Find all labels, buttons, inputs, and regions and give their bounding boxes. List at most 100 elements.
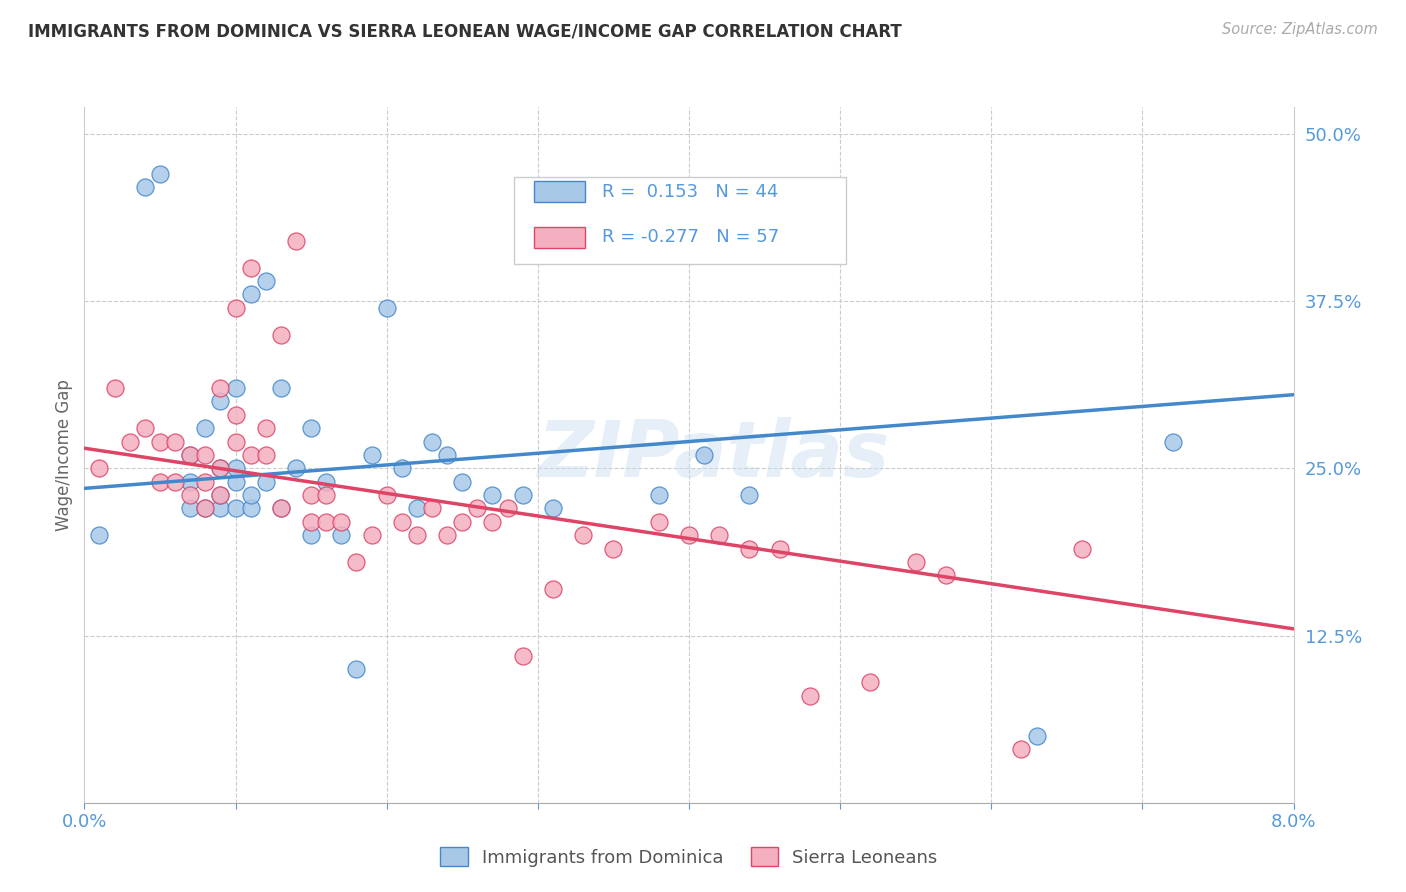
Point — [391, 461, 413, 475]
Point — [1071, 541, 1094, 556]
Point — [512, 488, 534, 502]
Point — [149, 167, 172, 181]
Point — [149, 475, 172, 489]
Point — [194, 475, 217, 489]
Point — [225, 408, 247, 422]
Point — [436, 448, 458, 462]
Point — [165, 475, 187, 489]
Point — [512, 648, 534, 663]
Point — [179, 488, 201, 502]
Point — [270, 381, 292, 395]
Point — [254, 421, 277, 435]
Point — [602, 541, 624, 556]
Point — [330, 515, 353, 529]
Point — [436, 528, 458, 542]
Point — [678, 528, 700, 542]
Point — [209, 501, 232, 516]
Point — [799, 689, 821, 703]
Point — [360, 528, 382, 542]
Point — [360, 448, 382, 462]
Point — [1011, 742, 1033, 756]
Point — [315, 475, 337, 489]
Point — [375, 301, 398, 315]
Point — [859, 675, 882, 690]
Point — [481, 515, 503, 529]
Legend: Immigrants from Dominica, Sierra Leoneans: Immigrants from Dominica, Sierra Leonean… — [433, 840, 945, 874]
Point — [225, 434, 247, 449]
Point — [134, 180, 156, 194]
Point — [299, 528, 322, 542]
Point — [299, 421, 322, 435]
Point — [693, 448, 716, 462]
Point — [270, 327, 292, 342]
Point — [375, 488, 398, 502]
Point — [225, 475, 247, 489]
Point — [406, 501, 429, 516]
Point — [709, 528, 731, 542]
Point — [89, 461, 111, 475]
Point — [254, 448, 277, 462]
Text: IMMIGRANTS FROM DOMINICA VS SIERRA LEONEAN WAGE/INCOME GAP CORRELATION CHART: IMMIGRANTS FROM DOMINICA VS SIERRA LEONE… — [28, 22, 901, 40]
Point — [270, 501, 292, 516]
Point — [451, 515, 474, 529]
Point — [648, 488, 671, 502]
Point — [239, 488, 262, 502]
Point — [346, 662, 368, 676]
Point — [239, 287, 262, 301]
Point — [420, 434, 443, 449]
Point — [225, 501, 247, 516]
Point — [270, 501, 292, 516]
FancyBboxPatch shape — [534, 181, 585, 202]
Point — [299, 488, 322, 502]
Point — [134, 421, 156, 435]
Point — [179, 501, 201, 516]
Point — [1025, 729, 1047, 743]
Point — [935, 568, 957, 582]
Text: R =  0.153   N = 44: R = 0.153 N = 44 — [602, 183, 779, 201]
Point — [648, 515, 671, 529]
Point — [194, 501, 217, 516]
Point — [209, 394, 232, 409]
Point — [179, 448, 201, 462]
Point — [254, 274, 277, 288]
Point — [541, 501, 564, 516]
FancyBboxPatch shape — [534, 227, 585, 248]
Point — [451, 475, 474, 489]
Point — [420, 501, 443, 516]
Point — [149, 434, 172, 449]
Point — [285, 461, 308, 475]
Text: R = -0.277   N = 57: R = -0.277 N = 57 — [602, 228, 779, 246]
Point — [194, 501, 217, 516]
Text: Source: ZipAtlas.com: Source: ZipAtlas.com — [1222, 22, 1378, 37]
Point — [118, 434, 141, 449]
Point — [225, 381, 247, 395]
Point — [254, 475, 277, 489]
Point — [541, 582, 564, 596]
Point — [209, 461, 232, 475]
Point — [572, 528, 595, 542]
Point — [225, 301, 247, 315]
FancyBboxPatch shape — [513, 177, 846, 263]
Point — [391, 515, 413, 529]
Point — [179, 448, 201, 462]
Point — [209, 488, 232, 502]
Point — [738, 488, 761, 502]
Point — [89, 528, 111, 542]
Point — [225, 461, 247, 475]
Point — [209, 488, 232, 502]
Point — [330, 528, 353, 542]
Point — [239, 501, 262, 516]
Point — [406, 528, 429, 542]
Point — [315, 515, 337, 529]
Point — [496, 501, 519, 516]
Point — [239, 448, 262, 462]
Point — [209, 461, 232, 475]
Point — [904, 555, 927, 569]
Point — [299, 515, 322, 529]
Point — [1161, 434, 1184, 449]
Point — [467, 501, 489, 516]
Point — [346, 555, 368, 569]
Point — [194, 421, 217, 435]
Point — [239, 260, 262, 275]
Point — [315, 488, 337, 502]
